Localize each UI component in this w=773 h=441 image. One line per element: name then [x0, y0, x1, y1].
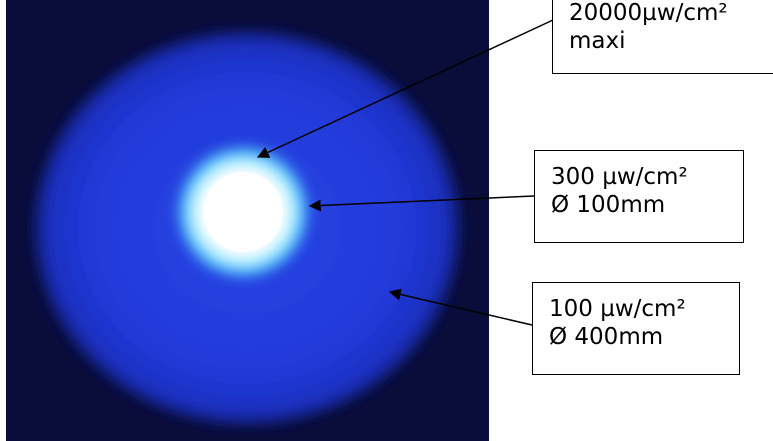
callout-max-irradiance: 20000µw/cm² maxi [552, 0, 773, 74]
callout-inner-diameter: Ø 100mm [551, 192, 666, 218]
callout-inner-spot: 300 µw/cm² Ø 100mm [534, 150, 744, 243]
callout-max-value: 20000µw/cm² [569, 0, 728, 26]
callout-inner-value: 300 µw/cm² [551, 164, 688, 190]
callout-outer-disc: 100 µw/cm² Ø 400mm [532, 282, 740, 375]
hot-core [203, 172, 283, 252]
arrow-to-max-center [256, 19, 554, 158]
arrow-to-outer-disc [388, 288, 533, 326]
callout-outer-value: 100 µw/cm² [549, 296, 686, 322]
arrow-to-inner-spot [308, 195, 535, 212]
callout-max-note: maxi [569, 28, 626, 54]
callout-outer-diameter: Ø 400mm [549, 324, 664, 350]
